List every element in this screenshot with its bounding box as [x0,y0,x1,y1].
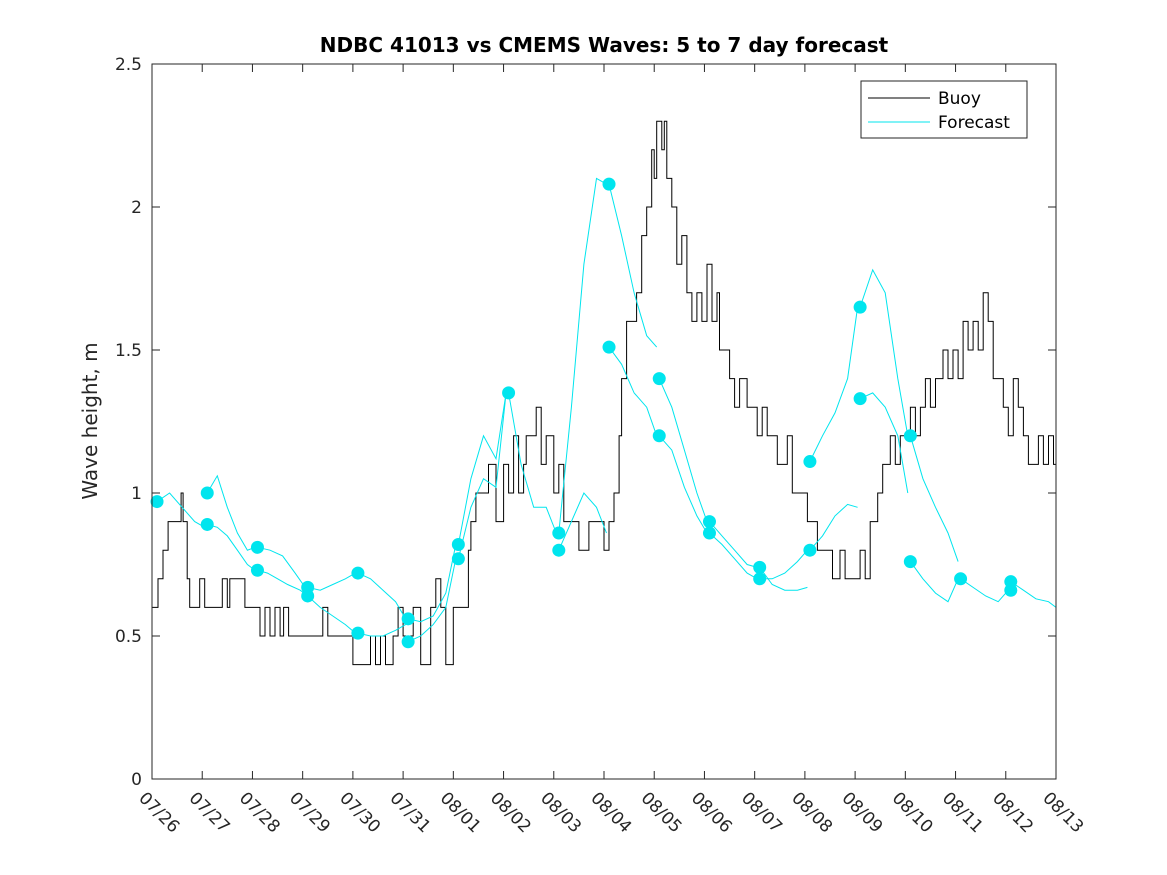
y-axis-label: Wave height, m [78,342,102,499]
forecast-marker-30 [954,572,968,586]
forecast-series-line-23 [759,549,808,580]
forecast-marker-2 [200,517,214,531]
forecast-marker-8 [351,626,365,640]
forecast-series-line-30 [960,578,1009,603]
forecast-series-line-29 [909,561,959,603]
forecast-series-line-10 [407,544,457,623]
forecast-marker-28 [903,429,917,443]
forecast-series-line-26 [859,268,909,436]
forecast-marker-20 [702,515,716,529]
forecast-marker-14 [552,526,566,540]
legend-buoy-label: Buoy [938,89,981,109]
forecast-series-line-3 [257,569,309,597]
forecast-series-line-25 [809,307,859,462]
forecast-series-line-31 [1010,581,1057,608]
forecast-marker-24 [803,455,817,469]
forecast-series-line-14 [558,492,607,551]
forecast-marker-29 [903,555,917,569]
forecast-marker-7 [351,566,365,580]
forecast-marker-25 [803,543,817,557]
forecast-series-line-1 [207,524,256,571]
forecast-marker-21 [702,526,716,540]
y-tick-label-4: 2 [131,198,142,218]
forecast-series-line-8 [357,572,407,620]
forecast-marker-6 [301,589,315,603]
forecast-series-line-0 [156,492,205,528]
forecast-marker-1 [200,486,214,500]
y-tick-label-3: 1.5 [115,341,142,361]
legend: Buoy Forecast [860,80,1028,139]
forecast-marker-9 [401,612,415,626]
forecast-series-line-15 [558,177,607,534]
forecast-series-line-9 [407,558,457,643]
forecast-series-line-11 [457,392,507,559]
forecast-marker-0 [150,495,164,509]
forecast-series-line-21 [709,532,758,580]
y-axis: 0 0.5 1 1.5 2 2.5 [115,55,1056,790]
chart-title: NDBC 41013 vs CMEMS Waves: 5 to 7 day fo… [320,33,889,57]
forecast-series-line-28 [909,435,959,562]
forecast-series-line-5 [307,595,356,634]
forecast-series-line-12 [457,392,507,545]
forecast-marker-3 [250,540,264,554]
y-tick-label-5: 2.5 [115,55,142,75]
forecast-series-line-7 [357,624,406,637]
forecast-marker-32 [1004,583,1018,597]
forecast-series-line-27 [859,392,909,494]
forecast-marker-19 [652,429,666,443]
forecast-series-line-18 [658,378,708,522]
y-tick-label-0: 0 [131,770,142,790]
legend-box [860,80,1028,139]
forecast-marker-27 [853,392,867,406]
forecast-series-line-6 [307,572,356,591]
forecast-series-line-13 [508,392,557,534]
forecast-series-line-16 [608,183,658,348]
forecast-marker-12 [451,552,465,566]
forecast-marker-22 [753,560,767,574]
forecast-marker-13 [502,386,516,400]
series-layer [150,120,1057,666]
y-tick-label-1: 0.5 [115,627,142,647]
forecast-marker-16 [602,177,616,191]
forecast-marker-17 [602,340,616,354]
forecast-series-line-4 [257,546,306,588]
forecast-marker-23 [753,572,767,586]
buoy-series-line [152,120,1057,666]
forecast-series-line-17 [608,346,658,436]
forecast-series-line-19 [658,435,708,534]
forecast-marker-4 [250,563,264,577]
forecast-marker-15 [552,543,566,557]
forecast-marker-18 [652,372,666,386]
forecast-marker-26 [853,300,867,314]
forecast-series-line-24 [809,503,858,551]
forecast-marker-10 [401,635,415,649]
forecast-series-line-20 [709,521,758,568]
legend-forecast-label: Forecast [938,113,1010,133]
forecast-series-line-2 [206,474,256,551]
y-tick-label-2: 1 [131,484,142,504]
forecast-marker-11 [451,537,465,551]
